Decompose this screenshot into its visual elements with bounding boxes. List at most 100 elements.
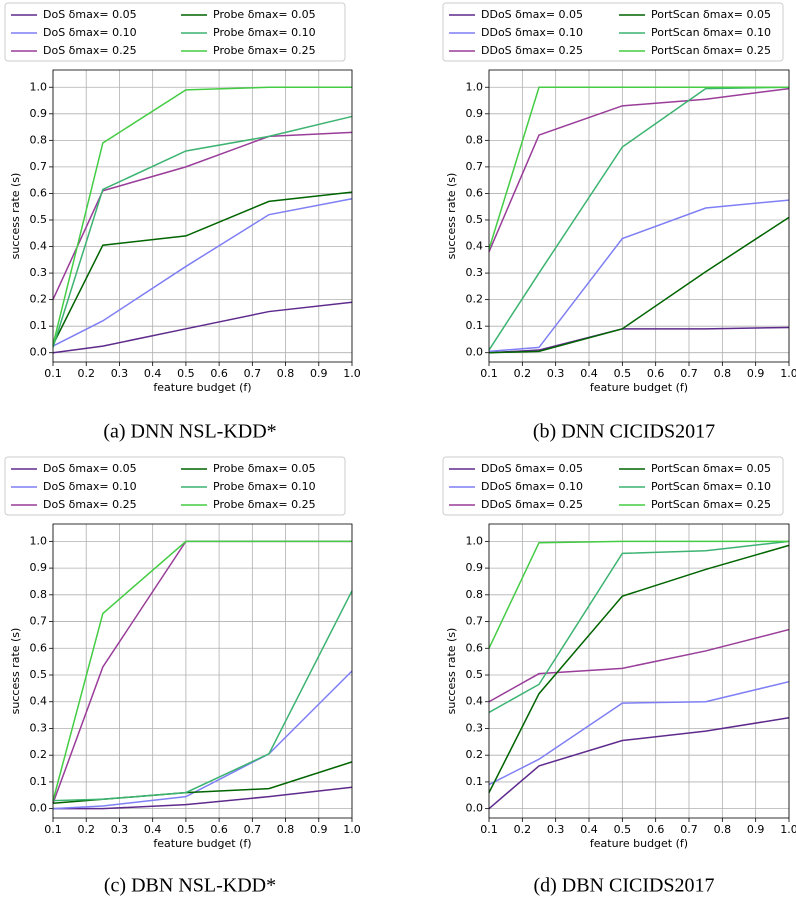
y-tick-label: 0.1 (30, 775, 48, 788)
legend-label: DoS δmax= 0.05 (43, 8, 137, 21)
series-line (52, 540, 352, 804)
x-tick-label: 0.2 (514, 823, 532, 836)
y-tick-label: 0.7 (30, 160, 48, 173)
x-tick-label: 0.5 (614, 367, 632, 380)
y-tick-label: 0.3 (30, 721, 48, 734)
legend-frame (4, 456, 346, 516)
caption: (a) DNN NSL-KDD* (103, 421, 276, 443)
legend-label: DDoS δmax= 0.05 (481, 462, 583, 475)
x-tick-label: 0.9 (747, 367, 765, 380)
y-tick-label: 0.0 (30, 802, 48, 815)
series-line (52, 590, 353, 802)
legend-label: DoS δmax= 0.10 (43, 480, 137, 493)
y-tick-label: 0.6 (30, 641, 48, 654)
x-tick-label: 0.2 (77, 367, 95, 380)
series-line (488, 86, 790, 351)
x-tick-label: 0.3 (111, 367, 129, 380)
series-line (488, 87, 790, 253)
y-tick-label: 1.0 (466, 80, 484, 93)
series-line (488, 86, 789, 250)
x-tick-label: 1.0 (343, 367, 361, 380)
y-tick-label: 0.6 (466, 186, 484, 199)
series-line (52, 131, 353, 300)
x-tick-label: 0.7 (680, 367, 698, 380)
y-tick-label: 0.6 (30, 186, 48, 199)
legend-label: DDoS δmax= 0.10 (481, 26, 583, 39)
y-tick-label: 0.3 (30, 266, 48, 279)
y-tick-label: 0.5 (30, 213, 48, 226)
y-tick-label: 0.9 (466, 107, 484, 120)
caption: (d) DBN CICIDS2017 (533, 875, 714, 897)
series-line (52, 670, 353, 810)
series-line (488, 540, 789, 649)
y-tick-label: 0.6 (466, 641, 484, 654)
x-tick-label: 0.7 (244, 367, 262, 380)
y-axis-label: success rate (s) (9, 628, 22, 715)
legend-label: Probe δmax= 0.10 (213, 480, 316, 493)
y-tick-label: 1.0 (30, 80, 48, 93)
plot-frame (52, 523, 353, 819)
y-tick-label: 0.0 (466, 346, 484, 359)
y-tick-label: 0.4 (466, 695, 484, 708)
y-tick-label: 0.4 (30, 240, 48, 253)
y-tick-label: 0.9 (30, 561, 48, 574)
x-axis-label: feature budget (f) (153, 381, 251, 394)
x-tick-label: 0.3 (547, 367, 565, 380)
y-tick-label: 0.1 (466, 319, 484, 332)
x-tick-label: 0.2 (77, 823, 95, 836)
legend-label: Probe δmax= 0.05 (213, 462, 316, 475)
x-tick-label: 0.4 (580, 367, 598, 380)
legend-label: PortScan δmax= 0.25 (651, 498, 771, 511)
x-tick-label: 1.0 (780, 823, 796, 836)
series-line (52, 191, 353, 346)
plot-frame (488, 69, 790, 363)
y-tick-label: 0.0 (466, 802, 484, 815)
x-tick-label: 0.8 (714, 367, 732, 380)
y-tick-label: 0.2 (30, 293, 48, 306)
y-tick-label: 0.9 (466, 561, 484, 574)
series-line (52, 86, 352, 345)
x-tick-label: 0.1 (44, 367, 62, 380)
x-tick-label: 0.3 (547, 823, 565, 836)
series-line (488, 326, 790, 354)
y-tick-label: 0.5 (466, 668, 484, 681)
series-line (52, 761, 353, 805)
series-line (488, 544, 790, 793)
x-tick-label: 0.6 (647, 367, 665, 380)
y-tick-label: 0.3 (466, 266, 484, 279)
caption: (b) DNN CICIDS2017 (533, 421, 715, 443)
x-tick-label: 0.8 (277, 367, 295, 380)
x-tick-label: 0.5 (177, 823, 195, 836)
y-tick-label: 0.3 (466, 721, 484, 734)
y-tick-label: 1.0 (466, 534, 484, 547)
y-tick-label: 0.4 (466, 240, 484, 253)
x-tick-label: 0.8 (277, 823, 295, 836)
y-tick-label: 0.1 (466, 775, 484, 788)
x-tick-label: 0.4 (144, 823, 162, 836)
x-tick-label: 0.9 (747, 823, 765, 836)
x-tick-label: 0.6 (210, 823, 228, 836)
series-line (52, 301, 353, 354)
y-tick-label: 0.8 (466, 133, 484, 146)
x-tick-label: 1.0 (780, 367, 796, 380)
x-tick-label: 0.5 (177, 367, 195, 380)
y-tick-label: 0.5 (30, 668, 48, 681)
series-line (488, 199, 790, 353)
legend-label: Probe δmax= 0.05 (213, 8, 316, 21)
y-tick-label: 0.4 (30, 695, 48, 708)
y-tick-label: 1.0 (30, 534, 48, 547)
caption: (c) DBN NSL-KDD* (104, 875, 276, 897)
legend-label: Probe δmax= 0.10 (213, 26, 316, 39)
x-tick-label: 0.7 (680, 823, 698, 836)
x-axis-label: feature budget (f) (153, 837, 251, 850)
legend-label: PortScan δmax= 0.10 (651, 480, 771, 493)
legend-label: DoS δmax= 0.10 (43, 26, 137, 39)
legend-label: DoS δmax= 0.25 (43, 498, 137, 511)
legend-label: PortScan δmax= 0.05 (651, 462, 771, 475)
legend-label: DDoS δmax= 0.25 (481, 498, 583, 511)
series-line (52, 540, 352, 801)
y-tick-label: 0.5 (466, 213, 484, 226)
x-tick-label: 1.0 (343, 823, 361, 836)
x-tick-label: 0.6 (647, 823, 665, 836)
